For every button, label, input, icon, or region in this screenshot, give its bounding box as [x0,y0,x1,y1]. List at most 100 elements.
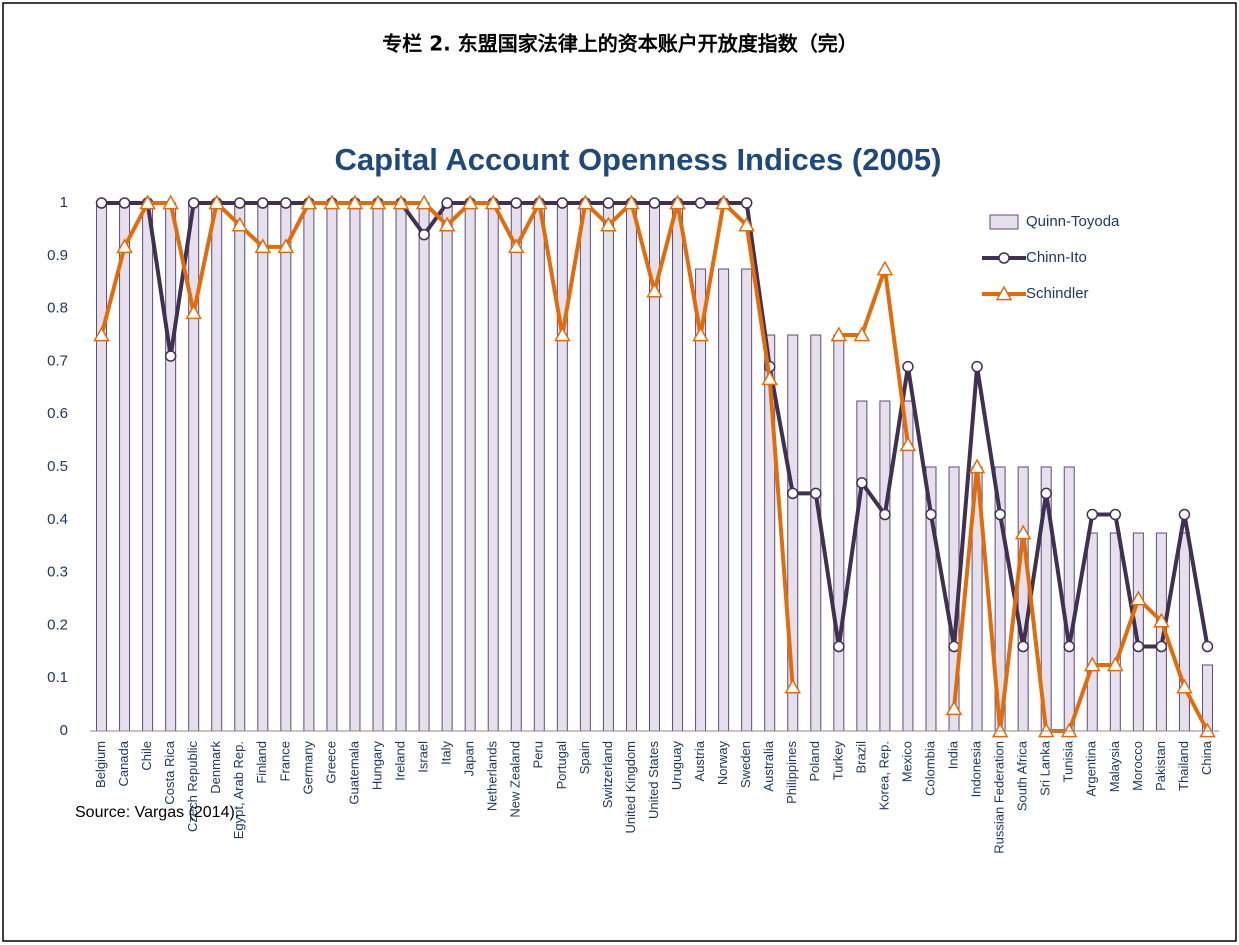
legend-marker [998,252,1010,264]
line-marker [853,326,871,342]
bar [418,202,430,732]
bar [625,202,637,732]
x-tick-label: United Kingdom [623,741,638,834]
line-marker [346,194,364,210]
line-marker [623,194,640,210]
x-tick-label: Brazil [853,741,868,774]
line-marker [600,216,617,232]
x-tick-label: Finland [254,741,269,784]
bar [395,202,407,732]
x-tick-label: South Africa [1015,740,1030,811]
line-marker [715,194,732,210]
x-tick-label: India [945,740,960,769]
x-tick-label: Colombia [922,740,937,796]
bar [257,202,269,732]
x-tick-label: Switzerland [600,741,615,808]
x-tick-label: Egypt, Arab Rep. [231,741,246,839]
line-marker [118,197,131,209]
line-marker [1084,656,1101,672]
bar [211,202,223,732]
line-marker [761,370,778,386]
bar [579,202,591,732]
line-marker [991,722,1009,738]
bar [326,202,338,732]
x-tick-label: Belgium [93,741,108,788]
line-marker [1014,524,1032,540]
line-marker [231,216,249,232]
bar [718,268,730,732]
line-marker [669,194,686,210]
x-tick-label: Australia [761,740,776,791]
x-tick-label: Hungary [369,741,384,791]
line-marker [556,197,569,209]
line-marker [740,197,753,209]
line-marker [531,194,548,210]
y-tick-label: 0.8 [47,300,68,317]
y-tick-label: 0.3 [47,564,68,581]
bar [856,400,868,732]
line-marker [994,508,1006,521]
line-marker [1199,722,1216,738]
line-marker [95,197,108,209]
bar [833,334,845,732]
legend-marker [995,285,1013,301]
line-series [952,465,1210,733]
bar [602,202,614,732]
x-tick-label: Morocco [1130,741,1145,791]
line-marker [392,194,410,210]
bar [533,202,545,732]
bar [1063,466,1075,732]
y-tick-label: 0.4 [47,511,68,528]
line-marker [810,487,822,500]
bar [672,202,684,732]
x-tick-label: Costa Rica [162,740,177,804]
bar [464,202,476,732]
line-marker [116,238,133,254]
line-marker [164,350,177,362]
bar [234,202,246,732]
bar [810,334,822,732]
x-tick-label: Philippines [784,741,799,804]
line-marker [876,260,894,276]
line-marker [185,304,202,320]
line-marker [1176,678,1193,694]
line-marker [646,282,663,298]
line-marker [1109,508,1122,521]
x-tick-label: United States [646,741,661,820]
x-tick-label: Mexico [899,741,914,782]
line-marker [93,326,110,342]
y-tick-label: 0.9 [47,247,68,264]
bar [1086,532,1098,732]
x-tick-label: France [277,741,292,781]
y-tick-label: 1 [60,194,68,211]
line-marker [925,508,937,521]
x-tick-label: Greece [323,741,338,784]
line-series [838,267,910,446]
x-tick-label: Sri Lanka [1038,740,1053,796]
line-marker [1017,640,1029,653]
line-marker [738,216,755,232]
source-note: Source: Vargas (2014). [75,804,239,821]
x-tick-label: Poland [807,741,822,781]
line-marker [415,194,433,210]
line-marker [833,640,845,653]
line-marker [968,458,986,474]
bar [1017,466,1029,732]
line-marker [554,326,571,342]
line-marker [1153,612,1170,628]
x-tick-label: Tunisia [1061,740,1076,782]
line-marker [418,228,430,241]
x-tick-label: Norway [715,741,730,786]
line-marker [784,678,802,694]
y-tick-label: 0 [60,722,68,739]
x-tick-label: Portugal [554,741,569,790]
line-marker [162,194,179,210]
bar [879,400,891,732]
line-marker [902,360,914,373]
line-marker [208,194,225,210]
line-marker [1107,656,1124,672]
line-marker [438,216,456,232]
line-marker [1178,508,1191,521]
x-tick-label: Malaysia [1107,740,1122,792]
